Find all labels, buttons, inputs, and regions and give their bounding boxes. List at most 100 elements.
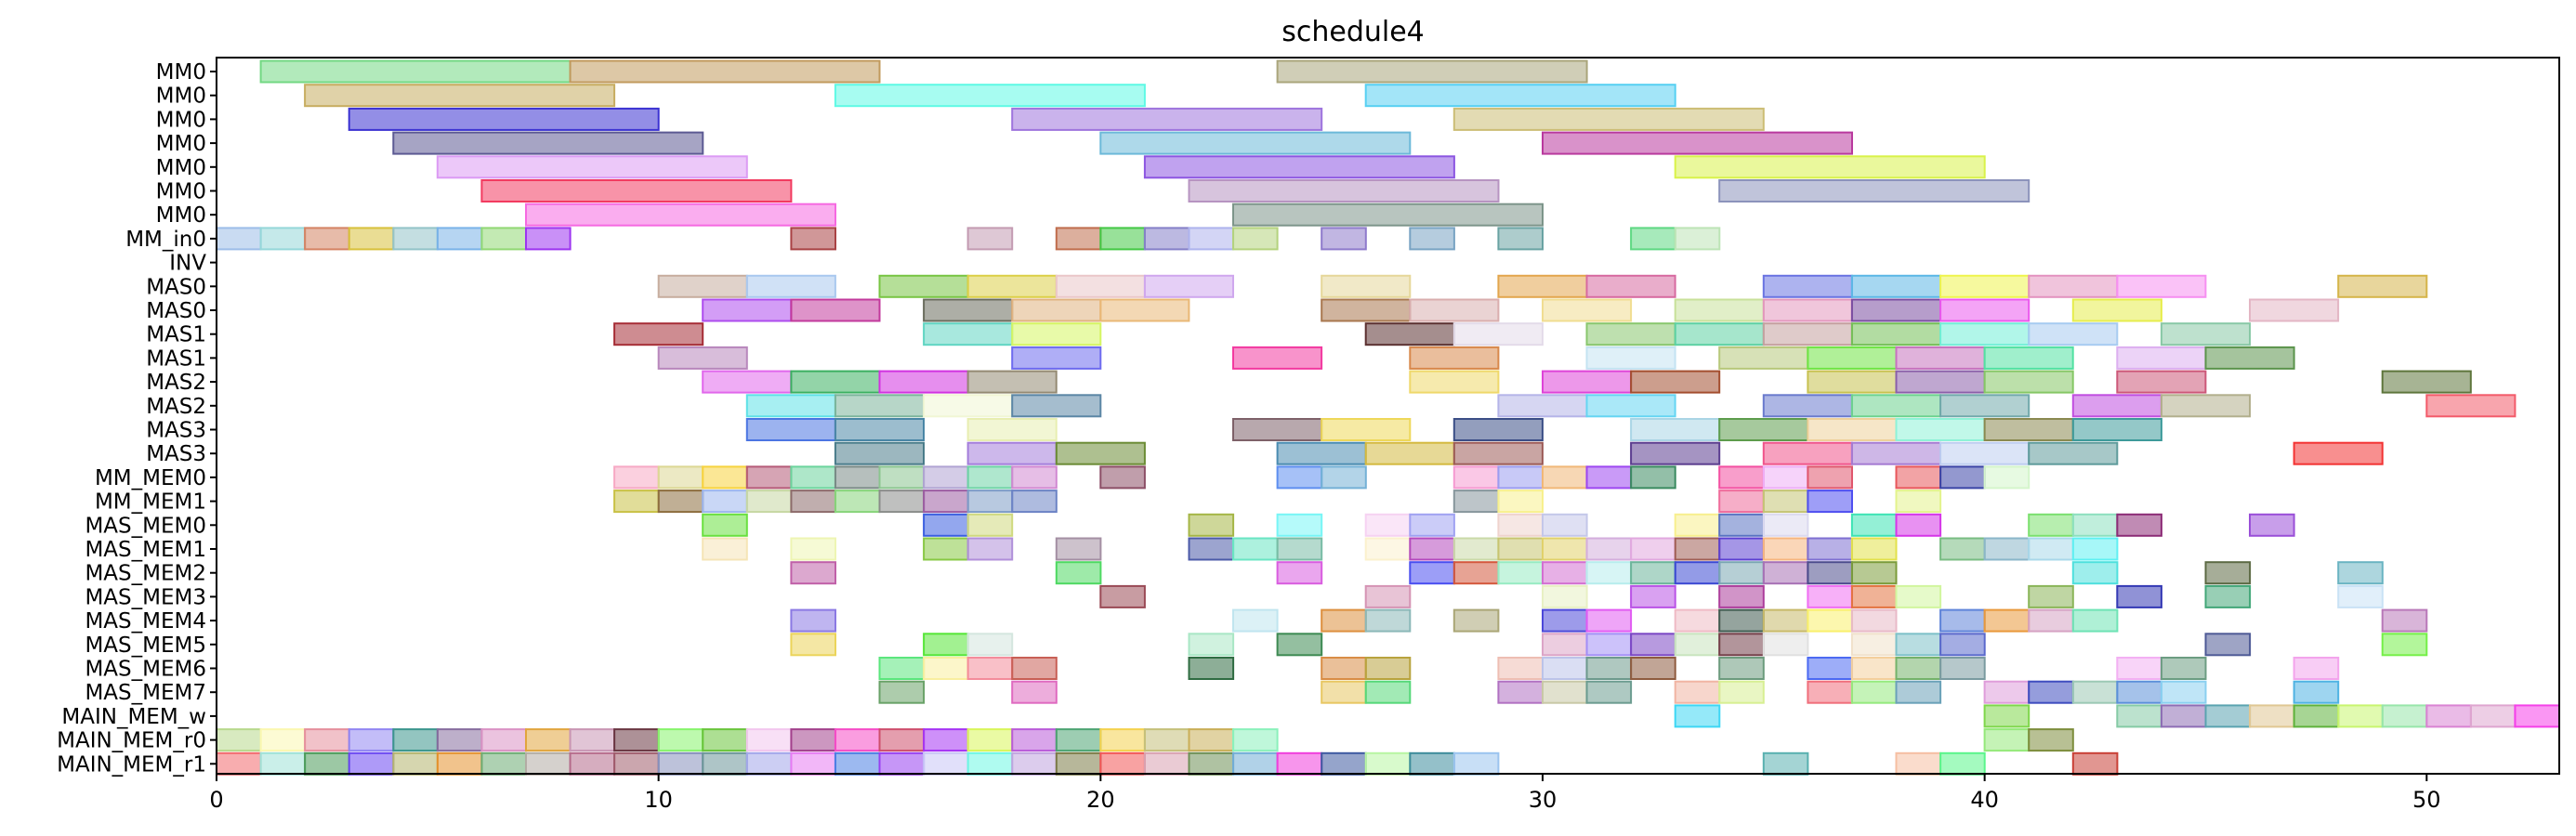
- gantt-bar: [834, 418, 926, 441]
- gantt-bar: [1674, 608, 1721, 633]
- gantt-bar: [1011, 728, 1058, 752]
- gantt-bar: [923, 298, 1014, 322]
- gantt-bar: [1055, 441, 1146, 465]
- gantt-bar: [436, 728, 483, 752]
- row-label: MM_MEM0: [95, 466, 206, 490]
- row-label: MAIN_MEM_w: [61, 705, 206, 729]
- gantt-bar: [878, 657, 926, 680]
- gantt-bar: [1542, 513, 1588, 537]
- gantt-bar: [1542, 657, 1588, 680]
- gantt-bar: [1718, 490, 1765, 514]
- gantt-bar: [923, 465, 969, 490]
- row-label: MAS_MEM3: [85, 585, 206, 609]
- gantt-bar: [613, 751, 660, 776]
- gantt-bar: [2071, 561, 2119, 585]
- gantt-bar: [1452, 107, 1765, 131]
- gantt-bar: [1409, 346, 1500, 370]
- gantt-bar: [1983, 346, 2074, 370]
- gantt-bar: [923, 394, 1014, 418]
- gantt-bar: [790, 490, 837, 514]
- gantt-bar: [2337, 704, 2384, 728]
- gantt-bar: [1452, 490, 1500, 514]
- gantt-bar: [1850, 298, 1942, 322]
- gantt-bar: [1983, 465, 2031, 490]
- gantt-bar: [1452, 561, 1500, 585]
- row-label: MAS_MEM7: [85, 681, 206, 705]
- gantt-bar: [1188, 179, 1500, 202]
- gantt-bar: [1321, 657, 1367, 680]
- gantt-bar: [1895, 465, 1942, 490]
- gantt-bar: [1850, 274, 1942, 298]
- gantt-bar: [1807, 561, 1854, 585]
- gantt-bar: [2160, 394, 2251, 418]
- gantt-bar: [1011, 657, 1058, 680]
- gantt-bar: [1364, 680, 1412, 704]
- row-label: MM0: [156, 156, 206, 180]
- gantt-bar: [1099, 227, 1146, 251]
- gantt-bar: [1585, 394, 1676, 418]
- gantt-bar: [1232, 418, 1323, 441]
- gantt-bar: [1807, 608, 1854, 633]
- gantt-bar: [1630, 584, 1676, 608]
- gantt-bar: [1939, 751, 1986, 776]
- gantt-bar: [923, 633, 969, 657]
- gantt-bar: [1762, 751, 1809, 776]
- x-tick-label: 50: [2412, 787, 2441, 813]
- gantt-bar: [2028, 728, 2074, 752]
- gantt-bar: [392, 131, 704, 155]
- gantt-bar: [480, 751, 528, 776]
- gantt-bar: [1497, 490, 1544, 514]
- gantt-bar: [2381, 370, 2472, 394]
- gantt-bar: [1276, 633, 1323, 657]
- row-label: MAS_MEM6: [85, 658, 206, 682]
- row-label: MAS2: [146, 395, 206, 419]
- gantt-bar: [1011, 298, 1102, 322]
- gantt-bar: [966, 657, 1014, 680]
- gantt-bar: [304, 751, 350, 776]
- gantt-bar: [1807, 584, 1854, 608]
- gantt-bar: [1276, 751, 1323, 776]
- gantt-bar: [1099, 465, 1146, 490]
- gantt-bar: [702, 370, 793, 394]
- gantt-bar: [1276, 513, 1323, 537]
- gantt-bar: [259, 227, 307, 251]
- gantt-bar: [1232, 202, 1544, 227]
- gantt-bar: [1718, 179, 2031, 202]
- gantt-bar: [2160, 657, 2207, 680]
- gantt-bar: [1983, 704, 2031, 728]
- gantt-bar: [702, 537, 748, 561]
- gantt-bar: [1850, 513, 1898, 537]
- gantt-bar: [1630, 441, 1721, 465]
- gantt-bar: [1276, 465, 1323, 490]
- gantt-bar: [745, 274, 836, 298]
- gantt-bar: [657, 728, 704, 752]
- gantt-bar: [966, 490, 1014, 514]
- gantt-bar: [1674, 322, 1765, 346]
- gantt-bar: [1939, 657, 1986, 680]
- gantt-bar: [1232, 537, 1279, 561]
- gantt-bar: [1895, 680, 1942, 704]
- gantt-bar: [2071, 537, 2119, 561]
- row-label: MAS0: [146, 299, 206, 323]
- gantt-bar: [1850, 657, 1898, 680]
- gantt-bar: [348, 751, 395, 776]
- gantt-bar: [1143, 227, 1190, 251]
- gantt-bar: [2249, 704, 2295, 728]
- gantt-bar: [2337, 561, 2384, 585]
- gantt-bar: [657, 346, 748, 370]
- gantt-bar: [2071, 680, 2119, 704]
- gantt-bar: [1452, 322, 1544, 346]
- gantt-bar: [2381, 633, 2428, 657]
- gantt-bar: [1452, 608, 1500, 633]
- gantt-bar: [348, 227, 395, 251]
- row-label: MAS3: [146, 419, 206, 443]
- gantt-bar: [790, 465, 837, 490]
- gantt-bar: [1630, 418, 1721, 441]
- gantt-bar: [2028, 274, 2119, 298]
- gantt-bar: [1718, 584, 1765, 608]
- gantt-bar: [1011, 394, 1102, 418]
- gantt-bar: [834, 465, 881, 490]
- gantt-bar: [1011, 107, 1323, 131]
- gantt-bar: [966, 441, 1058, 465]
- chart-title: schedule4: [1281, 16, 1425, 48]
